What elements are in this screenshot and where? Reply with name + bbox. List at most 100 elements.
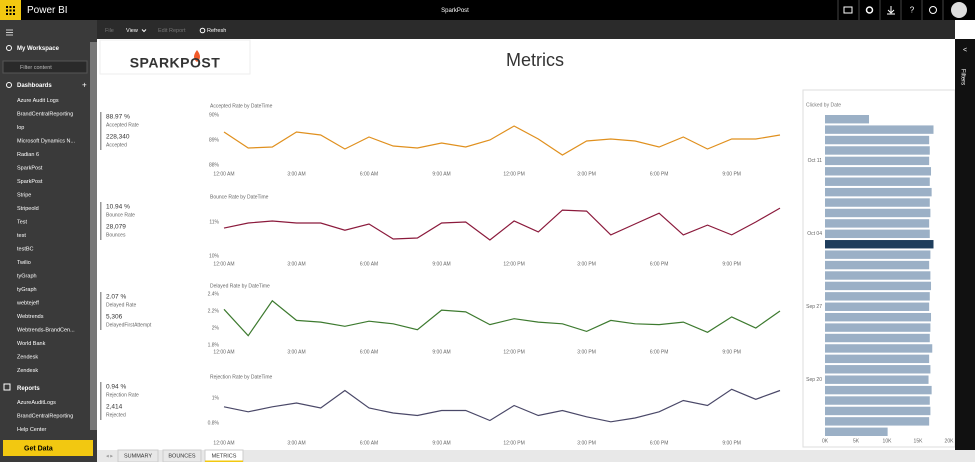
x-tick-label: 12:00 AM: [213, 349, 234, 355]
dashboard-item[interactable]: Test: [17, 219, 28, 225]
toolbar-item[interactable]: View: [126, 28, 138, 34]
bar[interactable]: [825, 177, 930, 186]
settings-icon[interactable]: [865, 6, 874, 14]
bar[interactable]: [825, 208, 931, 218]
bar[interactable]: [825, 156, 930, 166]
kpi-count: 2,414: [106, 404, 123, 411]
top-icons: [837, 0, 944, 20]
dashboard-item[interactable]: testBC: [17, 246, 34, 252]
dashboard-item[interactable]: Stripe: [17, 192, 31, 198]
toolbar-item[interactable]: Refresh: [207, 28, 226, 34]
dashboard-item[interactable]: webtejeff: [16, 300, 39, 306]
dashboard-item[interactable]: Stripeold: [17, 206, 39, 212]
hamburger[interactable]: [6, 29, 13, 36]
y-tick-label: 89%: [209, 137, 220, 143]
bar[interactable]: [825, 396, 930, 405]
dashboard-item[interactable]: BrandCentralReporting: [17, 111, 73, 117]
dashboard-item[interactable]: lop: [17, 125, 24, 131]
tab-label[interactable]: METRICS: [212, 453, 237, 459]
dashboard-item[interactable]: Twilio: [17, 260, 31, 266]
tab[interactable]: [117, 449, 159, 462]
download-icon[interactable]: [887, 6, 895, 15]
nav-scrollbar[interactable]: [90, 42, 97, 430]
x-tick-label: 15K: [914, 438, 924, 444]
bar[interactable]: [825, 427, 888, 436]
dashboard-item[interactable]: tyGraph: [17, 273, 37, 279]
help-icon[interactable]: ?: [910, 6, 915, 15]
avatar[interactable]: [951, 2, 967, 18]
bar[interactable]: [825, 323, 931, 332]
dashboard-item[interactable]: World Bank: [17, 341, 46, 347]
x-tick-label: 6:00 PM: [650, 261, 669, 267]
bar[interactable]: [825, 115, 870, 124]
dashboard-item[interactable]: SparkPost: [17, 179, 43, 185]
reports-header[interactable]: Reports: [17, 386, 40, 392]
toolbar-item[interactable]: File: [105, 28, 114, 34]
bar[interactable]: [825, 333, 930, 343]
dashboard-item[interactable]: Webtrends-BrandCen...: [17, 327, 75, 333]
bar[interactable]: [825, 167, 932, 176]
dashboard-item[interactable]: SparkPost: [17, 165, 43, 171]
bar[interactable]: [825, 240, 934, 249]
bar[interactable]: [825, 229, 930, 239]
feedback-icon[interactable]: [929, 6, 937, 14]
bar[interactable]: [825, 198, 930, 207]
filters-pane: [955, 39, 975, 450]
tab[interactable]: [204, 449, 244, 462]
add-dashboard[interactable]: +: [82, 81, 87, 90]
bar[interactable]: [825, 417, 930, 426]
y-tick-label: 2.2%: [208, 308, 220, 314]
workspace[interactable]: My Workspace: [17, 46, 60, 52]
dashboard-item[interactable]: Azure Audit Logs: [17, 98, 59, 104]
tab-label[interactable]: BOUNCES: [168, 453, 196, 459]
bar[interactable]: [825, 406, 931, 416]
bar[interactable]: [825, 365, 931, 374]
dashboard-item[interactable]: Zendesk: [17, 354, 38, 360]
bar[interactable]: [825, 292, 930, 301]
dashboard-item[interactable]: Microsoft Dynamics N...: [17, 138, 76, 144]
bar[interactable]: [825, 250, 931, 259]
bar[interactable]: [825, 187, 932, 197]
dashboard-item[interactable]: tyGraph: [17, 287, 37, 293]
get-data-button[interactable]: [3, 440, 93, 456]
get-data[interactable]: Get Data: [24, 445, 53, 452]
bar[interactable]: [825, 302, 930, 311]
tab-nav[interactable]: ◂ ▸: [106, 453, 113, 459]
bar[interactable]: [825, 375, 929, 384]
bar[interactable]: [825, 385, 932, 395]
filter-box[interactable]: [2, 60, 88, 74]
bar[interactable]: [825, 135, 930, 145]
dashboard-item[interactable]: Zendesk: [17, 368, 38, 374]
kpi-count: 228,340: [106, 134, 130, 141]
bar[interactable]: [825, 219, 930, 228]
fullscreen-icon[interactable]: [843, 6, 853, 14]
x-tick-label: 6:00 PM: [650, 349, 669, 355]
filters-label[interactable]: Filters: [959, 69, 965, 85]
dashboards-header[interactable]: Dashboards: [17, 83, 52, 89]
x-tick-label: 12:00 PM: [503, 171, 524, 177]
bar[interactable]: [825, 125, 934, 134]
tab-label[interactable]: SUMMARY: [124, 453, 152, 459]
bar[interactable]: [825, 271, 931, 280]
bar[interactable]: [825, 281, 932, 291]
tab[interactable]: [162, 449, 202, 462]
view-chevron: [141, 29, 147, 33]
bar[interactable]: [825, 312, 932, 322]
bar[interactable]: [825, 354, 930, 364]
report-item[interactable]: BrandCentralReporting: [17, 413, 73, 419]
filter-placeholder[interactable]: Filter content: [20, 65, 52, 71]
dashboard-item[interactable]: Webtrends: [17, 314, 44, 320]
report-item[interactable]: Help Center: [17, 427, 47, 433]
toolbar-item[interactable]: Edit Report: [158, 28, 186, 34]
tab-underline: [205, 460, 243, 462]
bar[interactable]: [825, 260, 930, 270]
bar[interactable]: [825, 344, 933, 353]
launcher-dots: [6, 6, 15, 15]
logo: SPARKPOST: [130, 55, 221, 71]
dashboard-item[interactable]: test: [17, 233, 26, 239]
bar[interactable]: [825, 146, 930, 155]
filters-collapse[interactable]: <: [963, 47, 967, 54]
report-item[interactable]: AzureAuditLogs: [17, 400, 56, 406]
dashboard-item[interactable]: Radian 6: [17, 152, 39, 158]
